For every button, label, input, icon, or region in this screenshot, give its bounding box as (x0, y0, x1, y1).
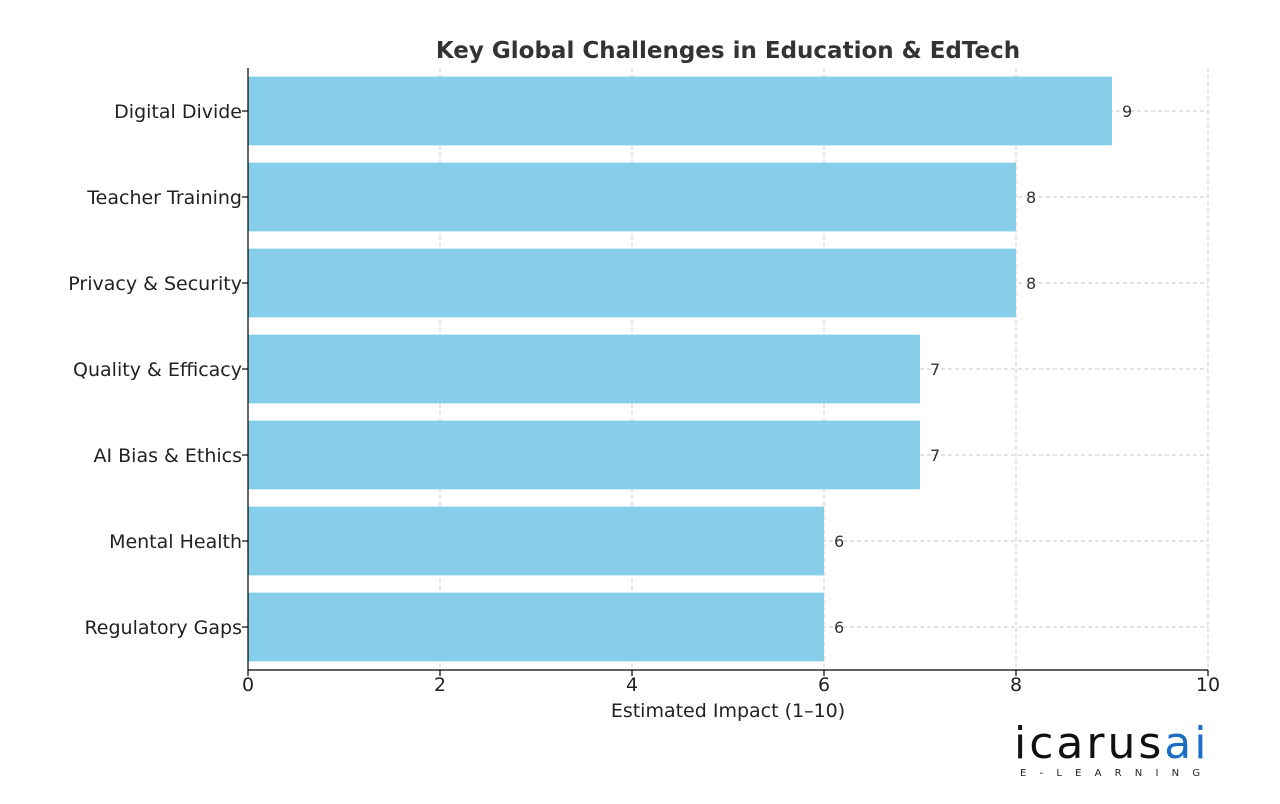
y-tick-label: Privacy & Security (68, 273, 242, 295)
y-tick-label: AI Bias & Ethics (93, 445, 242, 467)
y-ticks: Digital Divide Teacher Training Privacy & … (68, 101, 248, 639)
x-tick-label: 6 (818, 674, 830, 696)
bar-value-label: 8 (1026, 188, 1036, 207)
logo-wordmark-accent: ai (1164, 718, 1210, 769)
x-ticks: 0 2 4 6 8 10 (242, 670, 1220, 696)
chart-title: Key Global Challenges in Education & EdT… (436, 38, 1020, 64)
x-tick-label: 4 (626, 674, 638, 696)
bar (248, 420, 920, 490)
bar-value-label: 8 (1026, 274, 1036, 293)
y-tick-label: Digital Divide (114, 101, 242, 123)
bar (248, 76, 1112, 146)
logo-tagline: E-LEARNING (1020, 768, 1214, 779)
x-tick-label: 2 (434, 674, 446, 696)
bar (248, 506, 824, 576)
bars-group: 9 8 8 7 7 6 6 (248, 76, 1132, 662)
bar-value-label: 6 (834, 618, 844, 637)
x-tick-label: 8 (1010, 674, 1022, 696)
x-tick-label: 0 (242, 674, 254, 696)
bar (248, 162, 1016, 232)
bar (248, 592, 824, 662)
x-axis-label: Estimated Impact (1–10) (611, 700, 845, 722)
y-tick-label: Regulatory Gaps (84, 617, 242, 639)
bar-value-label: 7 (930, 360, 940, 379)
logo-wordmark: icarusai (1014, 720, 1209, 768)
logo-wordmark-dark: icarus (1014, 718, 1165, 769)
bar-value-label: 6 (834, 532, 844, 551)
y-tick-label: Mental Health (109, 531, 242, 553)
bar (248, 248, 1016, 318)
bar (248, 334, 920, 404)
bar-value-label: 9 (1122, 102, 1132, 121)
icarusai-logo: icarusai E-LEARNING (1014, 720, 1214, 784)
bar-value-label: 7 (930, 446, 940, 465)
y-tick-label: Teacher Training (86, 187, 242, 209)
y-tick-label: Quality & Efficacy (73, 359, 242, 381)
x-tick-label: 10 (1196, 674, 1220, 696)
